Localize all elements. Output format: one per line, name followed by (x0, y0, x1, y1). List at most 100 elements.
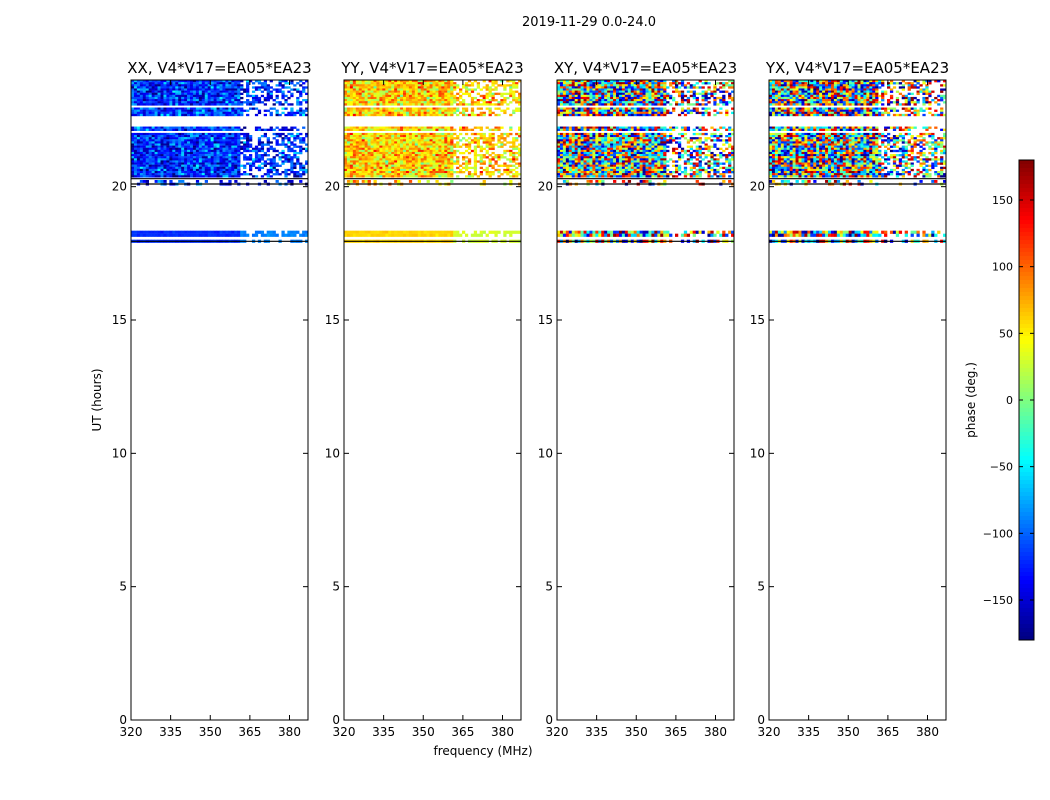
heatmap-cell (201, 151, 206, 155)
heatmap-cell (181, 154, 185, 157)
heatmap-cell (184, 170, 188, 174)
heatmap-cell (192, 101, 197, 104)
heatmap-cell (195, 164, 200, 167)
heatmap-cell (654, 88, 658, 91)
heatmap-cell (423, 92, 427, 96)
heatmap-cell (228, 162, 232, 165)
heatmap-cell (349, 90, 354, 93)
heatmap-cell (408, 139, 413, 142)
heatmap-cell (190, 128, 194, 131)
heatmap-cell (260, 158, 265, 161)
heatmap-cell (405, 109, 410, 112)
heatmap-cell (497, 137, 501, 140)
heatmap-cell (562, 96, 567, 100)
heatmap-cell (151, 170, 155, 174)
heatmap-cell (462, 230, 466, 234)
heatmap-cell (701, 96, 705, 100)
heatmap-cell (187, 168, 191, 172)
heatmap-cell (438, 96, 442, 100)
heatmap-cell (610, 80, 614, 83)
heatmap-cell (210, 162, 214, 165)
x-tick-label: 350 (412, 725, 435, 739)
heatmap-cell (391, 175, 395, 178)
heatmap-cell (246, 86, 250, 89)
heatmap-cell (607, 88, 611, 91)
heatmap-cell (512, 84, 516, 87)
heatmap-cell (169, 170, 173, 174)
heatmap-cell (131, 82, 135, 85)
heatmap-cell (175, 154, 179, 157)
heatmap-cell (438, 109, 442, 112)
heatmap-cell (166, 173, 170, 176)
heatmap-cell (435, 94, 439, 98)
heatmap-cell (163, 139, 167, 142)
heatmap-cell (237, 101, 241, 104)
heatmap-cell (408, 173, 413, 176)
heatmap-cell (559, 99, 564, 102)
heatmap-cell (630, 82, 634, 85)
heatmap-cell (305, 132, 309, 136)
heatmap-cell (352, 126, 357, 129)
heatmap-cell (432, 141, 436, 144)
heatmap-cell (260, 233, 265, 237)
heatmap-cell (491, 99, 495, 102)
heatmap-cell (172, 170, 176, 174)
heatmap-cell (447, 111, 451, 115)
heatmap-cell (184, 92, 188, 96)
heatmap-cell (441, 88, 445, 91)
heatmap-cell (701, 86, 705, 89)
heatmap-cell (675, 86, 679, 89)
heatmap-cell (491, 147, 495, 151)
heatmap-cell (136, 88, 141, 91)
heatmap-cell (464, 109, 469, 112)
heatmap-cell (607, 82, 611, 85)
heatmap-cell (166, 111, 170, 115)
heatmap-cell (210, 137, 214, 140)
heatmap-cell (210, 230, 214, 234)
heatmap-cell (246, 132, 250, 136)
heatmap-cell (190, 173, 194, 176)
heatmap-cell (178, 168, 182, 172)
heatmap-cell (198, 162, 203, 165)
heatmap-cell (574, 107, 578, 110)
heatmap-cell (633, 90, 637, 93)
heatmap-cell (364, 94, 368, 98)
heatmap-cell (355, 160, 360, 163)
heatmap-cell (240, 88, 244, 91)
heatmap-cell (515, 84, 519, 87)
heatmap-cell (275, 170, 279, 174)
heatmap-cell (172, 230, 176, 234)
heatmap-cell (376, 156, 380, 159)
heatmap-cell (157, 107, 161, 110)
heatmap-cell (464, 143, 469, 146)
heatmap-cell (473, 147, 478, 151)
heatmap-cell (344, 107, 348, 110)
heatmap-cell (195, 107, 200, 110)
heatmap-cell (420, 92, 424, 96)
heatmap-cell (677, 90, 682, 93)
heatmap-cell (219, 96, 223, 100)
heatmap-cell (482, 111, 486, 115)
heatmap-cell (432, 175, 436, 178)
heatmap-cell (518, 109, 522, 112)
heatmap-cell (663, 90, 667, 93)
heatmap-cell (257, 154, 262, 157)
heatmap-cell (568, 92, 573, 96)
heatmap-cell (367, 99, 371, 102)
heatmap-cell (139, 149, 144, 153)
heatmap-cell (213, 230, 217, 234)
heatmap-cell (210, 113, 214, 117)
heatmap-cell (219, 103, 223, 106)
heatmap-cell (349, 170, 354, 174)
heatmap-cell (198, 99, 203, 102)
heatmap-cell (610, 103, 614, 106)
heatmap-cell (219, 113, 223, 117)
heatmap-cell (464, 126, 469, 129)
heatmap-cell (207, 141, 211, 144)
heatmap-cell (379, 160, 383, 163)
heatmap-cell (441, 156, 445, 159)
heatmap-cell (148, 86, 152, 89)
heatmap-cell (136, 151, 141, 155)
heatmap-cell (417, 233, 421, 237)
heatmap-cell (405, 132, 410, 136)
